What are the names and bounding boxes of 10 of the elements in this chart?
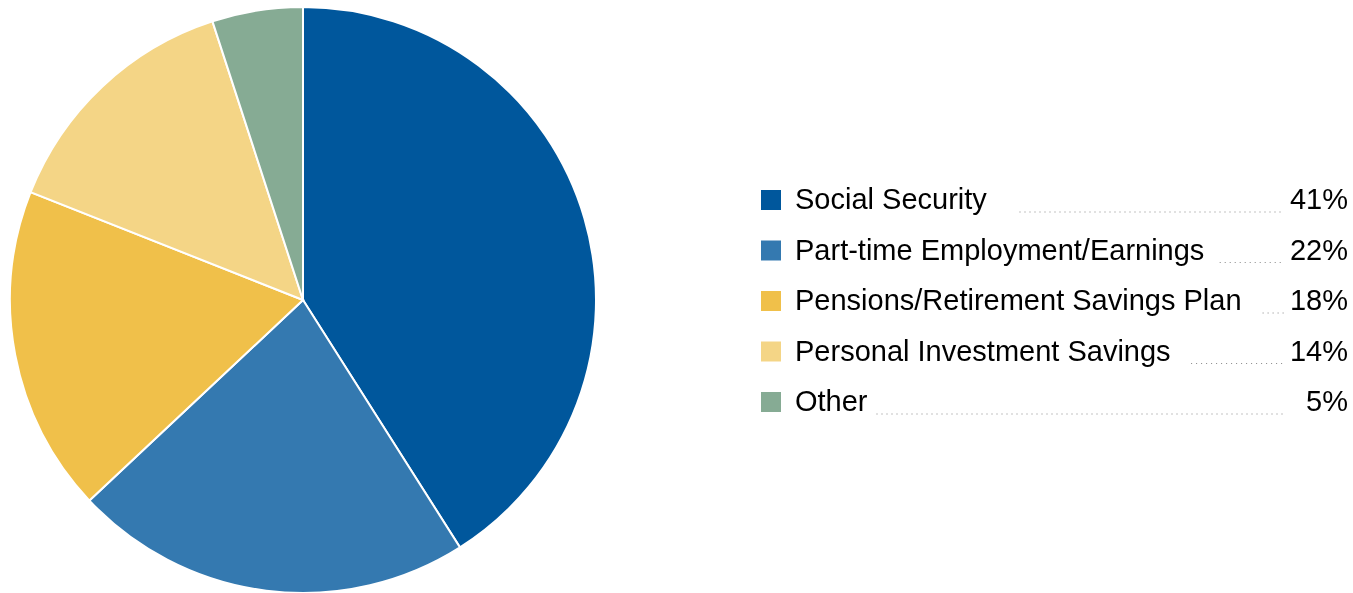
legend-label: Personal Investment Savings [795,334,1171,367]
legend-label: Part-time Employment/Earnings [795,233,1205,266]
data-label: 14% [1289,334,1348,367]
data-label: 18% [1289,284,1348,316]
legend-label: Pensions/Retirement Savings Plan [795,284,1242,316]
data-label: 41% [1289,183,1348,215]
data-label: 22% [1289,233,1348,266]
legend-label: Social Security [795,183,988,215]
legend-label: Other [795,385,868,417]
data-label: 5% [1306,385,1348,417]
